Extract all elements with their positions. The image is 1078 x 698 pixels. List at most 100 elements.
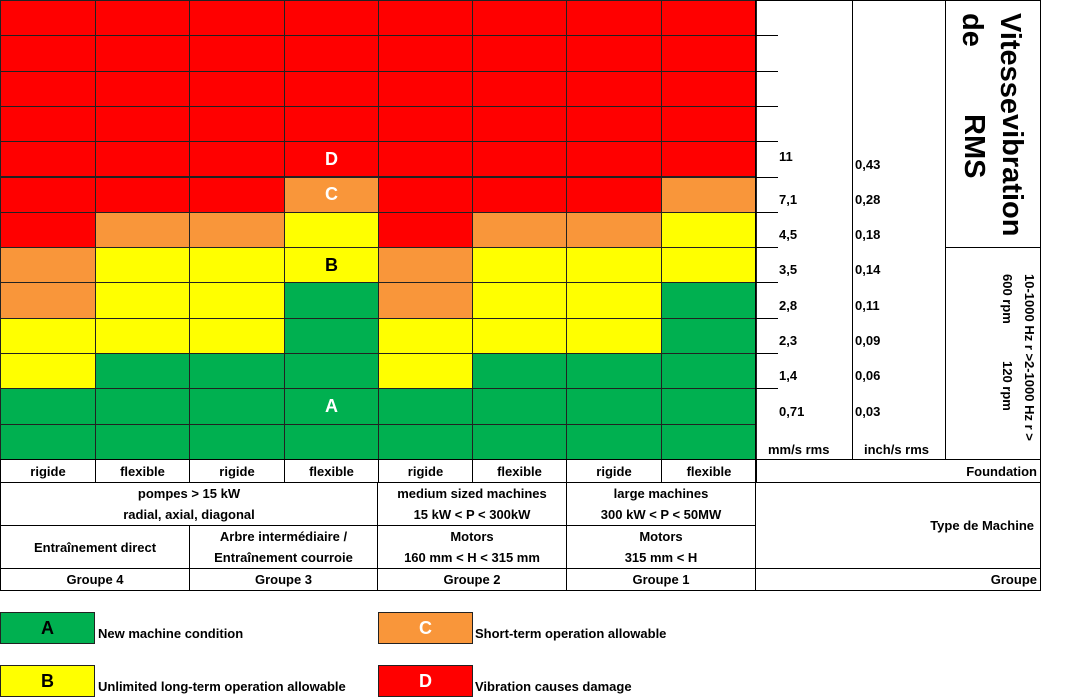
zone-cell-b [189, 282, 285, 319]
zone-cell-d [95, 141, 190, 178]
zone-cell-c [472, 211, 567, 249]
legend-text-d: Vibration causes damage [475, 679, 632, 694]
zone-cell-d [378, 141, 473, 178]
zone-cell-d [472, 70, 567, 107]
zone-cell-c [566, 211, 662, 249]
zone-cell-a [378, 388, 473, 425]
zone-cell-d [0, 35, 96, 72]
zone-cell-b [95, 317, 190, 354]
machine-type-label: Type de Machine [755, 482, 1041, 569]
frequency-line-1: 10-1000 Hz r > 600 rpm [1000, 274, 1037, 362]
zone-cell-a [378, 423, 473, 460]
zone-cell-d [95, 35, 190, 72]
inch-scale-value: 0,09 [855, 333, 881, 348]
zone-cell-d [284, 0, 379, 37]
zone-cell-c [0, 247, 96, 284]
scale-tick [755, 177, 778, 178]
scale-tick [755, 71, 778, 72]
scale-tick [755, 141, 778, 142]
group-1-cell: Groupe 1 [566, 568, 756, 591]
scale-tick [755, 282, 778, 283]
scale-tick [755, 106, 778, 107]
foundation-flexible: flexible [95, 459, 190, 483]
zone-cell-b: B [284, 247, 379, 284]
zone-cell-a [284, 353, 379, 390]
large-machines-cell: large machines 300 kW < P < 50MW [566, 482, 756, 526]
zone-cell-a [661, 282, 757, 319]
zone-cell-d [472, 35, 567, 72]
zone-cell-a [189, 388, 285, 425]
zone-cell-d: D [284, 141, 379, 178]
zone-cell-d [661, 105, 757, 143]
zone-cell-d [661, 0, 757, 37]
zone-cell-a [284, 423, 379, 460]
legend-text-a: New machine condition [98, 626, 244, 641]
zone-cell-c [95, 211, 190, 249]
zone-cell-d [472, 0, 567, 37]
zone-cell-a [661, 423, 757, 460]
zone-cell-b [189, 247, 285, 284]
zone-cell-d [189, 105, 285, 143]
scale-tick [755, 353, 778, 354]
inch-scale-value: 0,03 [855, 404, 881, 419]
inch-scale-value: 0,43 [855, 157, 881, 172]
zone-cell-b [0, 317, 96, 354]
foundation-rigide: rigide [189, 459, 285, 483]
zone-cell-d [189, 35, 285, 72]
zone-label: B [325, 254, 338, 275]
group-label: Groupe [755, 568, 1041, 591]
zone-cell-d [472, 176, 567, 213]
foundation-rigide: rigide [378, 459, 473, 483]
zone-cell-d [0, 105, 96, 143]
zone-cell-b [95, 247, 190, 284]
zone-cell-b [95, 282, 190, 319]
zone-cell-c [661, 176, 757, 213]
zone-cell-b [284, 211, 379, 249]
foundation-rigide: rigide [0, 459, 96, 483]
zone-cell-a [95, 388, 190, 425]
frequency-cell: 10-1000 Hz r > 600 rpm 2-1000 Hz r > 120… [945, 247, 1041, 460]
zone-cell-d [284, 105, 379, 143]
zone-cell-a [566, 388, 662, 425]
zone-cell-a [95, 353, 190, 390]
scale-tick [755, 212, 778, 213]
zone-cell-d [0, 141, 96, 178]
zone-cell-a [284, 317, 379, 354]
zone-cell-b [472, 247, 567, 284]
zone-cell-a [661, 353, 757, 390]
title-cell: Vitesse de vibration RMS [945, 0, 1041, 248]
zone-cell-d [95, 105, 190, 143]
zone-cell-b [566, 282, 662, 319]
legend-text-b: Unlimited long-term operation allowable [98, 679, 346, 694]
motors-large-cell: Motors 315 mm < H [566, 525, 756, 569]
zone-cell-a [566, 423, 662, 460]
zone-cell-d [566, 176, 662, 213]
zone-cell-d [472, 141, 567, 178]
zone-cell-d [95, 0, 190, 37]
zone-cell-a [472, 388, 567, 425]
inch-scale-value: 0,14 [855, 262, 881, 277]
zone-cell-a [661, 388, 757, 425]
zone-label: C [325, 184, 338, 205]
zone-cell-d [189, 70, 285, 107]
zone-cell-d [284, 35, 379, 72]
zone-cell-d [189, 176, 285, 213]
inch-unit-label: inch/s rms [864, 442, 930, 457]
group-2-cell: Groupe 2 [377, 568, 567, 591]
medium-machines-cell: medium sized machines 15 kW < P < 300kW [377, 482, 567, 526]
zone-cell-a: A [284, 388, 379, 425]
zone-cell-c [189, 211, 285, 249]
mm-scale-value: 4,5 [779, 227, 798, 242]
mm-scale-value: 0,71 [779, 404, 805, 419]
zone-cell-b [378, 317, 473, 354]
direct-drive-cell: Entraînement direct [0, 525, 190, 569]
mm-scale-value: 1,4 [779, 368, 798, 383]
zone-cell-d [378, 211, 473, 249]
zone-cell-d [0, 0, 96, 37]
zone-cell-d [95, 70, 190, 107]
zone-cell-a [661, 317, 757, 354]
foundation-label: Foundation [755, 459, 1041, 483]
zone-cell-b [0, 353, 96, 390]
zone-cell-d [661, 35, 757, 72]
